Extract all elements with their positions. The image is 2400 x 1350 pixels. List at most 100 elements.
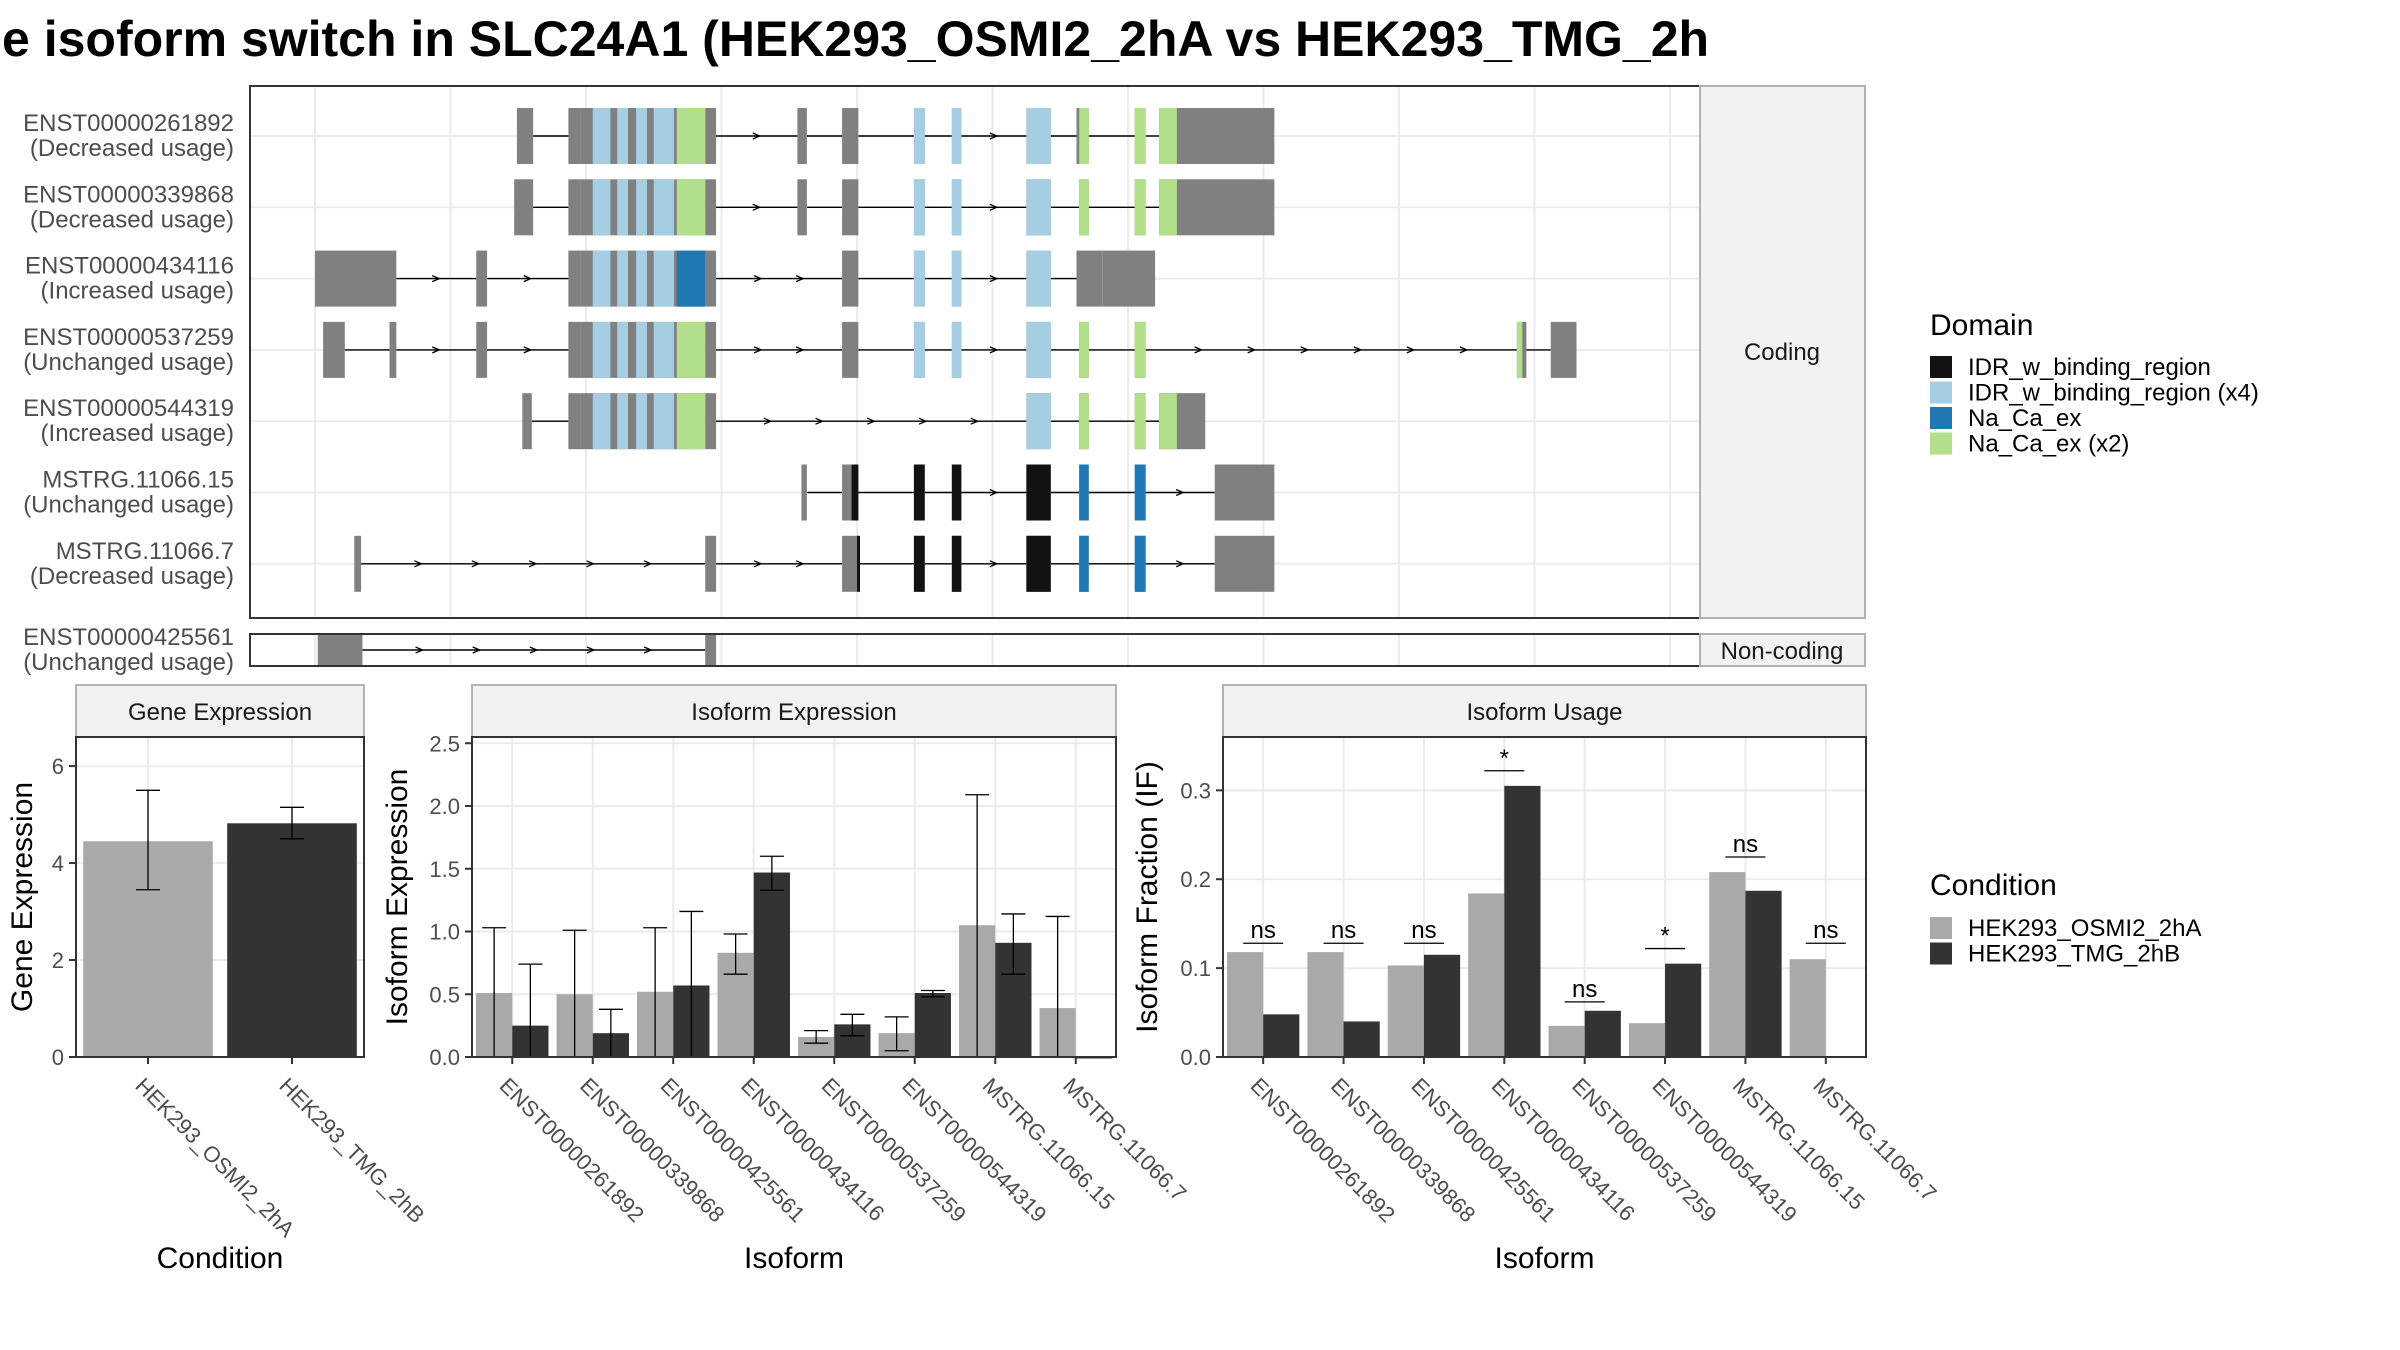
exon bbox=[1221, 535, 1275, 592]
bar bbox=[1343, 1021, 1380, 1057]
isoform-usage-chart: Isoform Usage 0.0 0.1 0.2 0.3 ENST00000261892… bbox=[1131, 684, 1942, 1275]
legend-key-idr_multi bbox=[1930, 381, 1952, 404]
y-tick-label: 2 bbox=[52, 948, 64, 973]
domain-idr_multi bbox=[636, 393, 647, 450]
intron-arrow bbox=[586, 646, 596, 654]
domain-idr_multi bbox=[592, 108, 611, 164]
plot-border bbox=[1222, 736, 1867, 1058]
y-tick-label: 0.0 bbox=[1180, 1045, 1211, 1070]
y-axis-title: Isoform Fraction (IF) bbox=[1131, 761, 1164, 1033]
domain-idr_multi bbox=[951, 321, 962, 378]
intron-arrow bbox=[989, 560, 999, 568]
legend-label: Na_Ca_ex (x2) bbox=[1968, 431, 2129, 458]
isoform-usage-label: (Increased usage) bbox=[41, 420, 234, 447]
domain-naca_multi bbox=[676, 179, 706, 236]
intron-arrow bbox=[795, 346, 805, 354]
y-axis-title: Gene Expression bbox=[6, 782, 39, 1012]
bar bbox=[914, 993, 951, 1057]
transcript-ENST00000544319 bbox=[522, 393, 1206, 450]
domain-idr_multi bbox=[653, 108, 675, 164]
x-tick-label: ENST00000261892 bbox=[1246, 1073, 1400, 1227]
intron-arrow bbox=[752, 132, 762, 140]
exon bbox=[1214, 464, 1222, 521]
intron-arrow bbox=[989, 203, 999, 211]
significance-label: * bbox=[1660, 923, 1669, 950]
intron-arrow bbox=[523, 346, 533, 354]
x-tick-label: ENST00000339868 bbox=[1326, 1073, 1480, 1227]
exon bbox=[1176, 393, 1206, 450]
exon bbox=[317, 635, 363, 665]
x-tick-label: ENST00000544319 bbox=[1648, 1073, 1802, 1227]
noncoding-strip-label: Non-coding bbox=[1721, 638, 1844, 665]
bar bbox=[1387, 965, 1424, 1057]
domain-idr_multi bbox=[913, 179, 925, 236]
bar bbox=[1665, 963, 1702, 1057]
significance-label: ns bbox=[1251, 917, 1276, 944]
domain-naca_multi bbox=[1134, 108, 1146, 164]
exon bbox=[1221, 464, 1275, 521]
domain-idr_multi bbox=[653, 321, 675, 378]
x-tick-label: ENST00000544319 bbox=[897, 1073, 1051, 1227]
domain-idr_single bbox=[857, 535, 860, 592]
domain-idr_multi bbox=[592, 250, 611, 307]
plot-border bbox=[471, 736, 1117, 1058]
chart-title-strip bbox=[75, 684, 365, 738]
transcript-MSTRG.11066.7 bbox=[354, 535, 1275, 592]
domain-idr_multi bbox=[913, 108, 925, 164]
legend-key-cond_a bbox=[1930, 917, 1952, 939]
y-axis-title: Isoform Expression bbox=[381, 769, 414, 1026]
chart-title-strip bbox=[1222, 684, 1867, 738]
domain-idr_single bbox=[913, 464, 925, 521]
x-tick-label: ENST00000434116 bbox=[1487, 1073, 1640, 1226]
domain-idr_multi bbox=[653, 250, 675, 307]
x-tick-label: ENST00000339868 bbox=[575, 1073, 729, 1227]
x-axis-title: Isoform bbox=[744, 1242, 844, 1275]
domain-naca_multi bbox=[1159, 108, 1177, 164]
bar bbox=[1423, 954, 1461, 1057]
intron-arrow bbox=[1194, 346, 1204, 354]
legend-key-naca_multi bbox=[1930, 432, 1952, 455]
bar bbox=[798, 1036, 835, 1057]
intron-arrow bbox=[815, 417, 825, 425]
domain-idr_multi bbox=[653, 393, 675, 450]
exon bbox=[389, 321, 397, 378]
intron-arrow bbox=[753, 560, 763, 568]
exon bbox=[1214, 535, 1222, 592]
exon bbox=[522, 393, 532, 450]
intron-arrow bbox=[472, 646, 482, 654]
domain-idr_multi bbox=[1026, 321, 1051, 378]
isoform-usage-label: (Increased usage) bbox=[41, 278, 234, 305]
legend-key-naca_single bbox=[1930, 407, 1952, 429]
intron-arrow bbox=[1406, 346, 1416, 354]
exon bbox=[568, 250, 581, 307]
transcript-ENST00000261892 bbox=[516, 108, 1275, 164]
intron-arrow bbox=[753, 275, 763, 283]
exon bbox=[1550, 321, 1577, 378]
bar bbox=[1709, 872, 1746, 1057]
x-tick-label: ENST00000537259 bbox=[1567, 1073, 1721, 1227]
intron-arrow bbox=[989, 346, 999, 354]
isoform-id-label: MSTRG.11066.15 bbox=[42, 467, 234, 494]
domain-naca_multi bbox=[1159, 179, 1177, 236]
exon bbox=[705, 179, 717, 236]
intron-arrow bbox=[586, 560, 596, 568]
isoform-id-label: ENST00000537259 bbox=[23, 324, 234, 351]
exon bbox=[1076, 250, 1103, 307]
isoform-id-label: ENST00000261892 bbox=[23, 110, 234, 137]
chart-title: Gene Expression bbox=[128, 699, 312, 726]
domain-idr_multi bbox=[617, 108, 629, 164]
domain-idr_single bbox=[951, 464, 962, 521]
intron-arrow bbox=[523, 275, 533, 283]
domain-naca_multi bbox=[676, 321, 706, 378]
chart-title: Isoform Usage bbox=[1466, 699, 1622, 726]
domain-idr_multi bbox=[636, 321, 647, 378]
exon bbox=[476, 321, 488, 378]
transcript-ENST00000537259 bbox=[323, 321, 1577, 378]
legend-label: IDR_w_binding_region bbox=[1968, 354, 2211, 381]
x-tick-label: ENST00000425561 bbox=[1406, 1073, 1560, 1227]
intron-arrow bbox=[752, 203, 762, 211]
significance-label: ns bbox=[1813, 917, 1838, 944]
domain-naca_single bbox=[1079, 535, 1089, 592]
domain-idr_multi bbox=[1026, 250, 1051, 307]
domain-idr_multi bbox=[951, 250, 962, 307]
